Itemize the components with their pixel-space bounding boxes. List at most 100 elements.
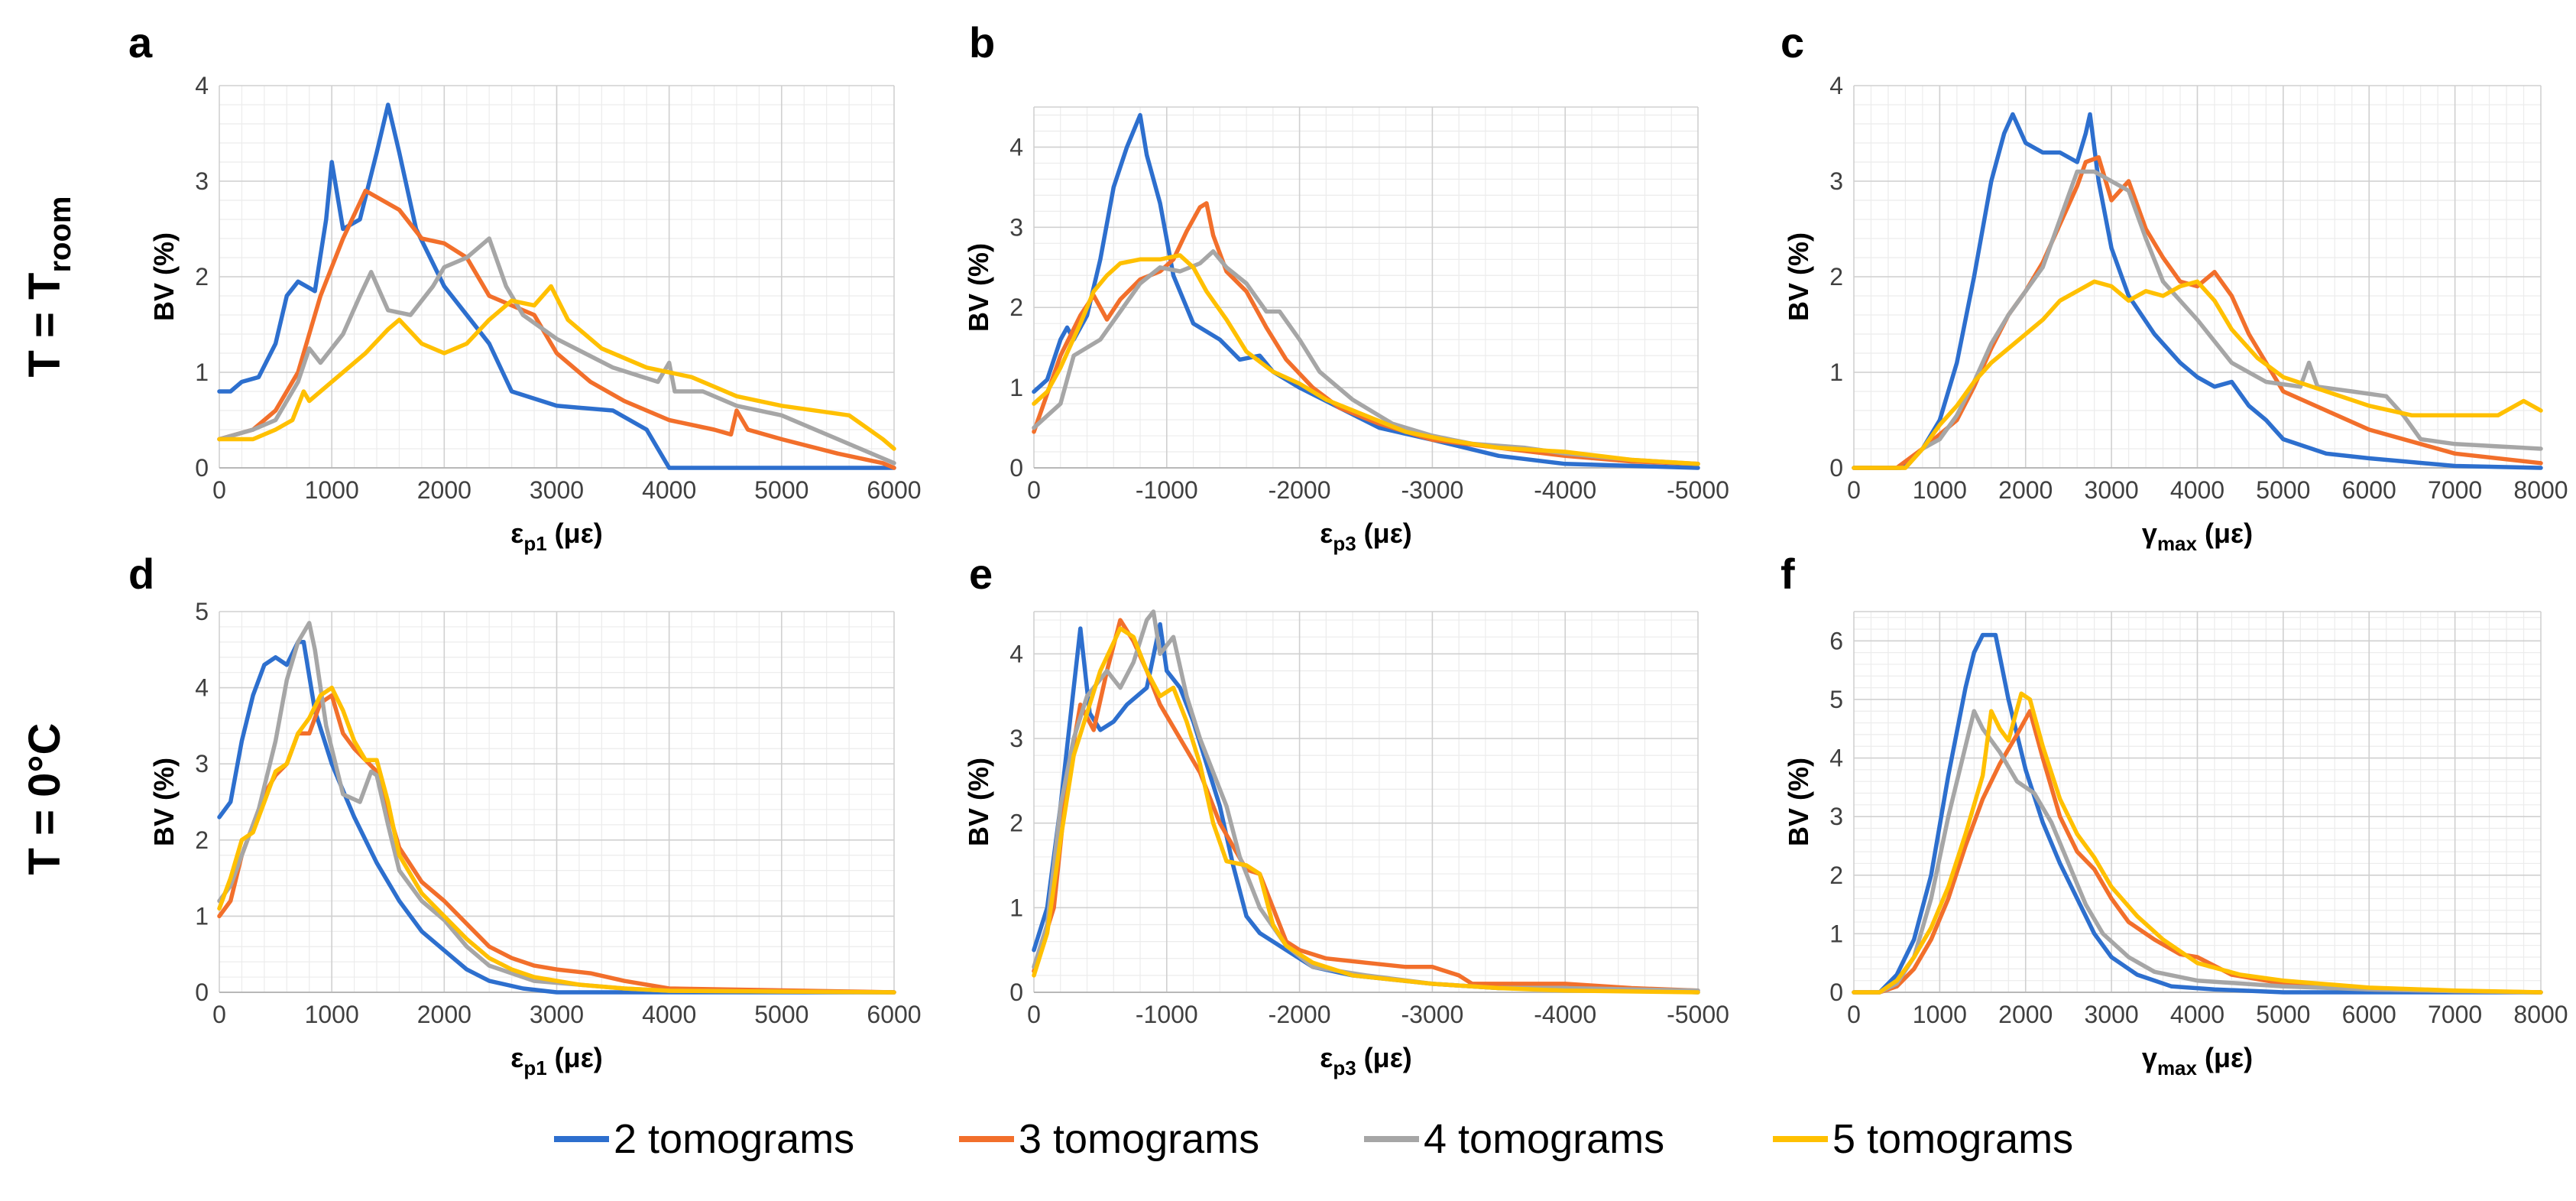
row-label-room: T = Troom [20, 196, 77, 378]
y-axis-label: BV (%) [148, 758, 180, 846]
x-tick-label: -2000 [1269, 476, 1331, 504]
y-tick-label: 3 [195, 167, 209, 195]
row-label-room-main: T = T [20, 273, 70, 378]
series-line-3-tomograms [1852, 155, 2543, 470]
x-tick-label: -5000 [1667, 1001, 1729, 1028]
x-axis-label: γmax (με) [2142, 1042, 2253, 1079]
grid-minor [1034, 612, 1698, 992]
y-axis-label: BV (%) [1783, 232, 1814, 321]
y-tick-label: 1 [195, 902, 209, 930]
series-line-5-tomograms [1032, 253, 1700, 466]
y-tick-label: 1 [1829, 920, 1843, 947]
panel-letter: a [128, 18, 153, 67]
x-tick-label: 2000 [1998, 476, 2053, 504]
x-tick-label: 4000 [2170, 1001, 2224, 1028]
x-tick-label: 8000 [2513, 1001, 2568, 1028]
y-axis-label: BV (%) [148, 232, 180, 321]
x-axis-label: εp3 (με) [1320, 518, 1412, 555]
panel-letter: e [969, 550, 993, 598]
y-tick-label: 1 [195, 359, 209, 386]
series-line-2-tomograms [1852, 112, 2543, 470]
y-tick-label: 0 [1009, 454, 1023, 482]
panel-e: 0 -1000 -2000 -3000 -4000 -5000 0 1 2 3 4 BV (%) εp3… [963, 550, 1729, 1079]
series-line-5-tomograms [217, 685, 896, 995]
x-tick-label: 3000 [2085, 476, 2139, 504]
series-group [1032, 609, 1700, 995]
series-line-4-tomograms [1032, 609, 1700, 993]
series-line-4-tomograms [217, 621, 896, 995]
x-tick-label: 5000 [754, 1001, 808, 1028]
series-line-2-tomograms [217, 102, 896, 470]
grid-major [1853, 611, 2542, 993]
panel-f: 0 1000 2000 3000 4000 5000 6000 7000 8000 0 1 2 3 4 5 6… [1781, 550, 2568, 1079]
x-tick-label: 1000 [305, 1001, 359, 1028]
series-line-3-tomograms [1032, 618, 1700, 993]
legend-label: 4 tomograms [1424, 1116, 1664, 1162]
y-tick-label: 1 [1009, 374, 1023, 401]
x-tick-label: 1000 [1913, 1001, 1967, 1028]
panel-letter: b [969, 18, 995, 67]
x-tick-label: 7000 [2428, 1001, 2482, 1028]
x-tick-label: 0 [1027, 476, 1041, 504]
x-tick-label: -1000 [1136, 476, 1198, 504]
x-tick-label: 0 [1027, 1001, 1041, 1028]
y-tick-label: 1 [1009, 894, 1023, 921]
x-tick-label: 1000 [1913, 476, 1967, 504]
legend-item: 4 tomograms [1364, 1116, 1664, 1162]
panel-b: 0 -1000 -2000 -3000 -4000 -5000 0 1 2 3 4 BV (%) εp3… [963, 18, 1729, 555]
x-tick-label: -4000 [1534, 476, 1596, 504]
series-group [1032, 112, 1700, 470]
legend-label: 5 tomograms [1832, 1116, 2073, 1162]
series-line-3-tomograms [217, 188, 896, 470]
x-axis-label: γmax (με) [2142, 518, 2253, 555]
series-line-2-tomograms [1032, 622, 1700, 995]
series-line-2-tomograms [217, 640, 896, 995]
svg-text:T = 0°C: T = 0°C [20, 723, 70, 875]
x-tick-label: 0 [212, 476, 226, 504]
x-axis-label: εp3 (με) [1320, 1042, 1412, 1079]
x-tick-label: -3000 [1401, 1001, 1463, 1028]
x-tick-label: -5000 [1667, 476, 1729, 504]
series-line-5-tomograms [1032, 626, 1700, 995]
x-tick-label: 4000 [642, 1001, 696, 1028]
row-label-room-sub: room [44, 196, 77, 273]
panel-letter: f [1781, 550, 1795, 598]
y-tick-label: 2 [1829, 263, 1843, 291]
x-axis-label: εp1 (με) [510, 1042, 603, 1079]
panel-letter: d [128, 550, 154, 598]
x-tick-label: -3000 [1401, 476, 1463, 504]
legend-item: 2 tomograms [554, 1116, 854, 1162]
series-line-5-tomograms [1852, 691, 2543, 995]
panel-d: 0 1000 2000 3000 4000 5000 6000 0 1 2 3 4 5 BV (%) εp1… [128, 550, 922, 1079]
panel-c: 0 1000 2000 3000 4000 5000 6000 7000 8000 0 1 2 3 4 BV… [1781, 18, 2568, 555]
y-tick-label: 2 [1009, 810, 1023, 837]
x-tick-label: 0 [1847, 476, 1861, 504]
x-tick-label: 1000 [305, 476, 359, 504]
series-group [1852, 632, 2543, 995]
x-tick-label: 2000 [417, 476, 471, 504]
row-label-zero: T = 0°C [20, 723, 70, 875]
x-tick-label: 0 [1847, 1001, 1861, 1028]
row-label-zero-main: T = 0°C [20, 723, 70, 875]
x-tick-label: 3000 [530, 476, 584, 504]
y-tick-label: 0 [195, 979, 209, 1006]
x-tick-label: 3000 [2085, 1001, 2139, 1028]
series-line-5-tomograms [217, 284, 896, 451]
y-tick-label: 0 [195, 454, 209, 482]
x-axis-label: εp1 (με) [510, 518, 603, 555]
y-tick-label: 3 [195, 750, 209, 777]
y-tick-label: 4 [195, 674, 209, 702]
x-tick-label: 4000 [642, 476, 696, 504]
x-tick-label: 5000 [2256, 476, 2310, 504]
y-tick-label: 4 [195, 72, 209, 99]
x-tick-label: 5000 [754, 476, 808, 504]
x-tick-label: 6000 [2342, 1001, 2396, 1028]
x-tick-label: 2000 [1998, 1001, 2053, 1028]
y-tick-label: 0 [1829, 454, 1843, 482]
series-line-4-tomograms [217, 236, 896, 466]
legend-label: 3 tomograms [1019, 1116, 1259, 1162]
x-tick-label: -1000 [1136, 1001, 1198, 1028]
grid-major [1033, 611, 1699, 993]
series-group [1852, 112, 2543, 470]
